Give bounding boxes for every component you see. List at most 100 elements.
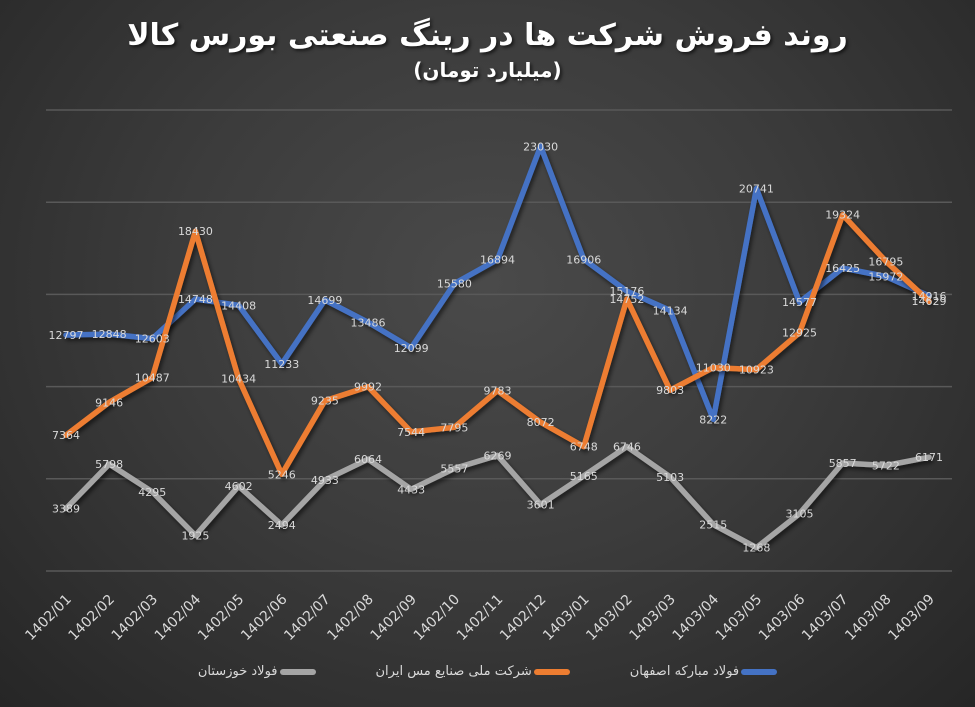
data-label: 10923 [739, 364, 774, 377]
data-label: 14408 [221, 299, 256, 312]
data-label: 9992 [354, 381, 382, 394]
data-label: 6746 [613, 441, 641, 454]
x-tick-label: 1403/06 [756, 591, 809, 644]
data-label: 4602 [225, 480, 253, 493]
data-label: 3389 [52, 503, 80, 516]
data-label: 5103 [656, 471, 684, 484]
data-label: 1268 [742, 542, 770, 555]
x-tick-label: 1403/08 [842, 592, 894, 644]
x-tick-label: 1402/03 [109, 592, 161, 644]
data-label: 2515 [699, 519, 727, 532]
data-label: 4433 [397, 483, 425, 496]
data-label: 5722 [872, 459, 900, 472]
data-label: 16795 [868, 255, 903, 268]
data-label: 12099 [394, 342, 429, 355]
data-label: 7795 [440, 421, 468, 434]
data-label: 4933 [311, 474, 339, 487]
series-line[interactable] [63, 443, 932, 551]
x-tick-label: 1403/07 [799, 592, 851, 644]
series-line[interactable] [63, 143, 932, 423]
x-tick-label: 1403/01 [540, 592, 592, 644]
data-label: 2494 [268, 519, 296, 532]
legend-item-mes[interactable]: شرکت ملی صنایع مس ایران [376, 664, 570, 679]
data-label: 6269 [484, 449, 512, 462]
data-label: 15176 [609, 285, 644, 298]
x-tick-label: 1403/02 [583, 592, 635, 644]
data-label: 10487 [135, 372, 170, 385]
legend-label: فولاد خوزستان [197, 664, 278, 679]
data-label: 9235 [311, 395, 339, 408]
data-label: 14134 [653, 304, 688, 317]
series-lines [63, 143, 932, 551]
x-tick-label: 1402/01 [22, 592, 74, 644]
data-label: 16894 [480, 253, 515, 266]
data-label: 14752 [609, 293, 644, 306]
data-label: 9146 [95, 396, 123, 409]
data-label: 14629 [912, 295, 947, 308]
data-label: 11233 [264, 358, 299, 371]
x-tick-label: 1402/04 [152, 591, 205, 644]
data-label: 14577 [782, 296, 817, 309]
data-label: 9783 [484, 385, 512, 398]
data-label: 6171 [915, 451, 943, 464]
chart-subtitle: (میلیارد تومان) [413, 58, 562, 82]
data-label: 16425 [825, 262, 860, 275]
data-label: 10434 [221, 373, 256, 386]
data-label: 14916 [912, 290, 947, 303]
x-tick-label: 1402/02 [66, 592, 118, 644]
data-label: 5557 [440, 463, 468, 476]
x-tick-label: 1402/08 [324, 592, 376, 644]
x-tick-label: 1402/05 [195, 592, 247, 644]
x-tick-label: 1402/11 [454, 592, 506, 644]
series-line[interactable] [63, 211, 932, 478]
x-tick-label: 1402/09 [368, 592, 420, 644]
x-tick-label: 1402/07 [281, 592, 333, 644]
legend-item-khuzestan[interactable]: فولاد خوزستان [198, 664, 316, 679]
data-label: 5246 [268, 468, 296, 481]
data-label: 8222 [699, 413, 727, 426]
data-label: 3601 [527, 499, 555, 512]
data-label: 23030 [523, 140, 558, 153]
x-tick-label: 1402/10 [411, 592, 463, 644]
x-tick-label: 1403/03 [626, 592, 678, 644]
x-tick-label: 1403/05 [713, 592, 765, 644]
x-tick-label: 1403/09 [885, 592, 937, 644]
data-label: 5165 [570, 470, 598, 483]
legend-item-mobarakeh[interactable]: فولاد مبارکه اصفهان [629, 664, 778, 679]
data-label: 4295 [138, 486, 166, 499]
data-label: 5857 [829, 457, 857, 470]
x-tick-label: 1402/12 [497, 592, 549, 644]
data-label: 15972 [868, 270, 903, 283]
data-label: 12848 [92, 328, 127, 341]
data-label: 14699 [307, 294, 342, 307]
data-label: 7364 [52, 429, 80, 442]
x-tick-label: 1403/04 [670, 591, 723, 644]
data-label: 16906 [566, 253, 601, 266]
data-label: 20741 [739, 183, 774, 196]
x-tick-label: 1402/06 [238, 591, 291, 644]
x-axis-labels: 1402/011402/021402/031402/041402/051402/… [22, 591, 937, 644]
data-label: 6748 [570, 441, 598, 454]
data-label: 14748 [178, 293, 213, 306]
data-label: 18430 [178, 225, 213, 238]
data-label: 3105 [786, 508, 814, 521]
data-label: 13486 [351, 316, 386, 329]
legend-label: فولاد مبارکه اصفهان [629, 664, 740, 679]
gridlines [46, 109, 952, 572]
data-label: 5798 [95, 458, 123, 471]
data-label: 1925 [181, 530, 209, 543]
legend-swatch-blue [741, 668, 778, 675]
data-label: 6064 [354, 453, 382, 466]
data-label: 12925 [782, 327, 817, 340]
data-labels: 12797 12848 12603 14748 14408 11233 14699 13486… [49, 140, 947, 554]
data-label: 11030 [696, 362, 731, 375]
data-label: 15580 [437, 278, 472, 291]
legend-swatch-gray [279, 668, 316, 675]
legend-swatch-orange [533, 668, 570, 675]
data-label: 12797 [49, 329, 84, 342]
data-label: 9803 [656, 384, 684, 397]
legend: فولاد مبارکه اصفهان شرکت ملی صنایع مس ای… [0, 664, 975, 679]
chart-title: روند فروش شرکت ها در رینگ صنعتی بورس کال… [127, 18, 848, 53]
data-label: 12603 [135, 333, 170, 346]
